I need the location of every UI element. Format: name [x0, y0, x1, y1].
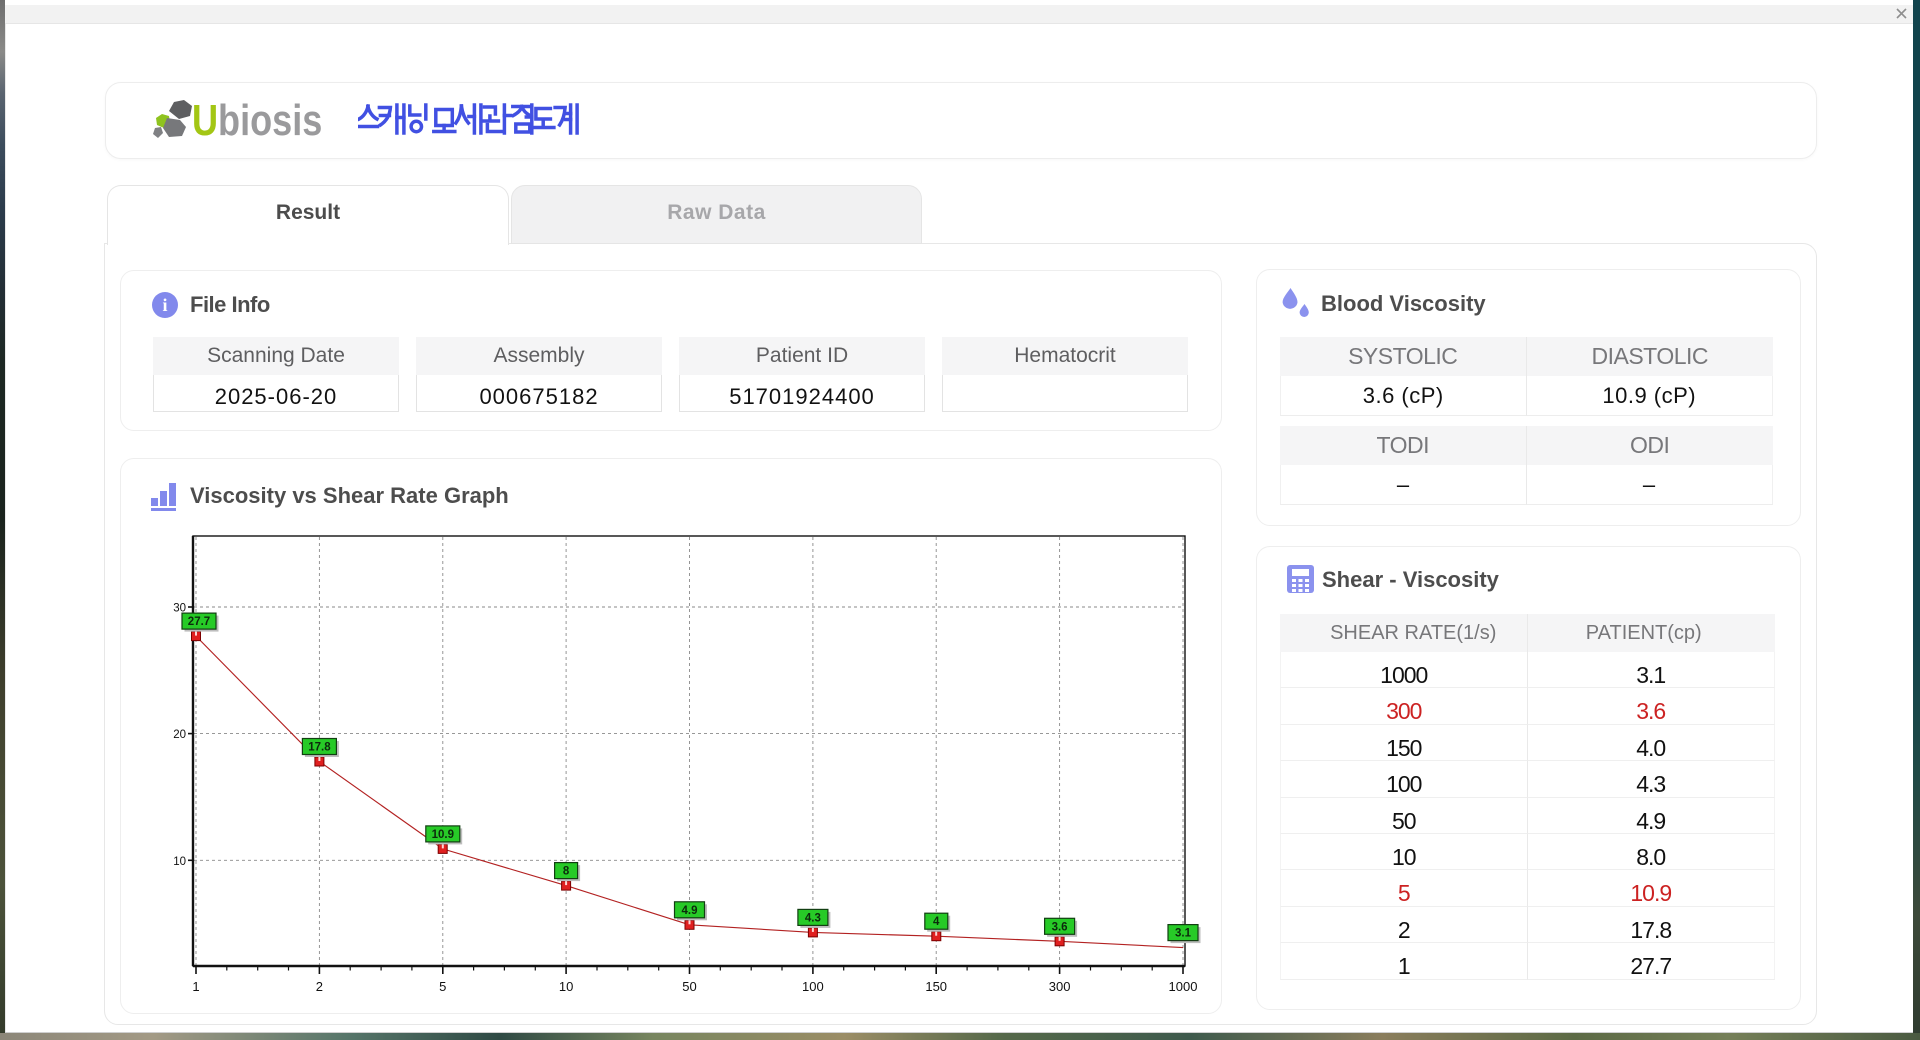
- svg-text:10.9: 10.9: [432, 829, 454, 841]
- svg-text:50: 50: [682, 979, 696, 994]
- svg-text:30: 30: [173, 603, 186, 615]
- svg-text:4.9: 4.9: [682, 905, 698, 917]
- svg-text:10: 10: [173, 856, 186, 868]
- svg-text:3.1: 3.1: [1175, 928, 1192, 940]
- svg-text:300: 300: [1049, 979, 1071, 994]
- svg-text:3.6: 3.6: [1052, 921, 1068, 933]
- svg-text:17.8: 17.8: [308, 742, 331, 754]
- svg-text:8: 8: [563, 866, 570, 878]
- svg-text:150: 150: [925, 979, 947, 994]
- svg-text:20: 20: [173, 729, 186, 741]
- svg-text:4: 4: [933, 916, 940, 928]
- svg-text:27.7: 27.7: [188, 616, 210, 628]
- svg-text:10: 10: [559, 979, 573, 994]
- svg-text:4.3: 4.3: [805, 912, 821, 924]
- svg-text:1000: 1000: [1169, 979, 1198, 994]
- svg-text:1: 1: [192, 979, 199, 994]
- svg-text:5: 5: [439, 979, 446, 994]
- svg-text:100: 100: [802, 979, 824, 994]
- svg-text:2: 2: [316, 979, 323, 994]
